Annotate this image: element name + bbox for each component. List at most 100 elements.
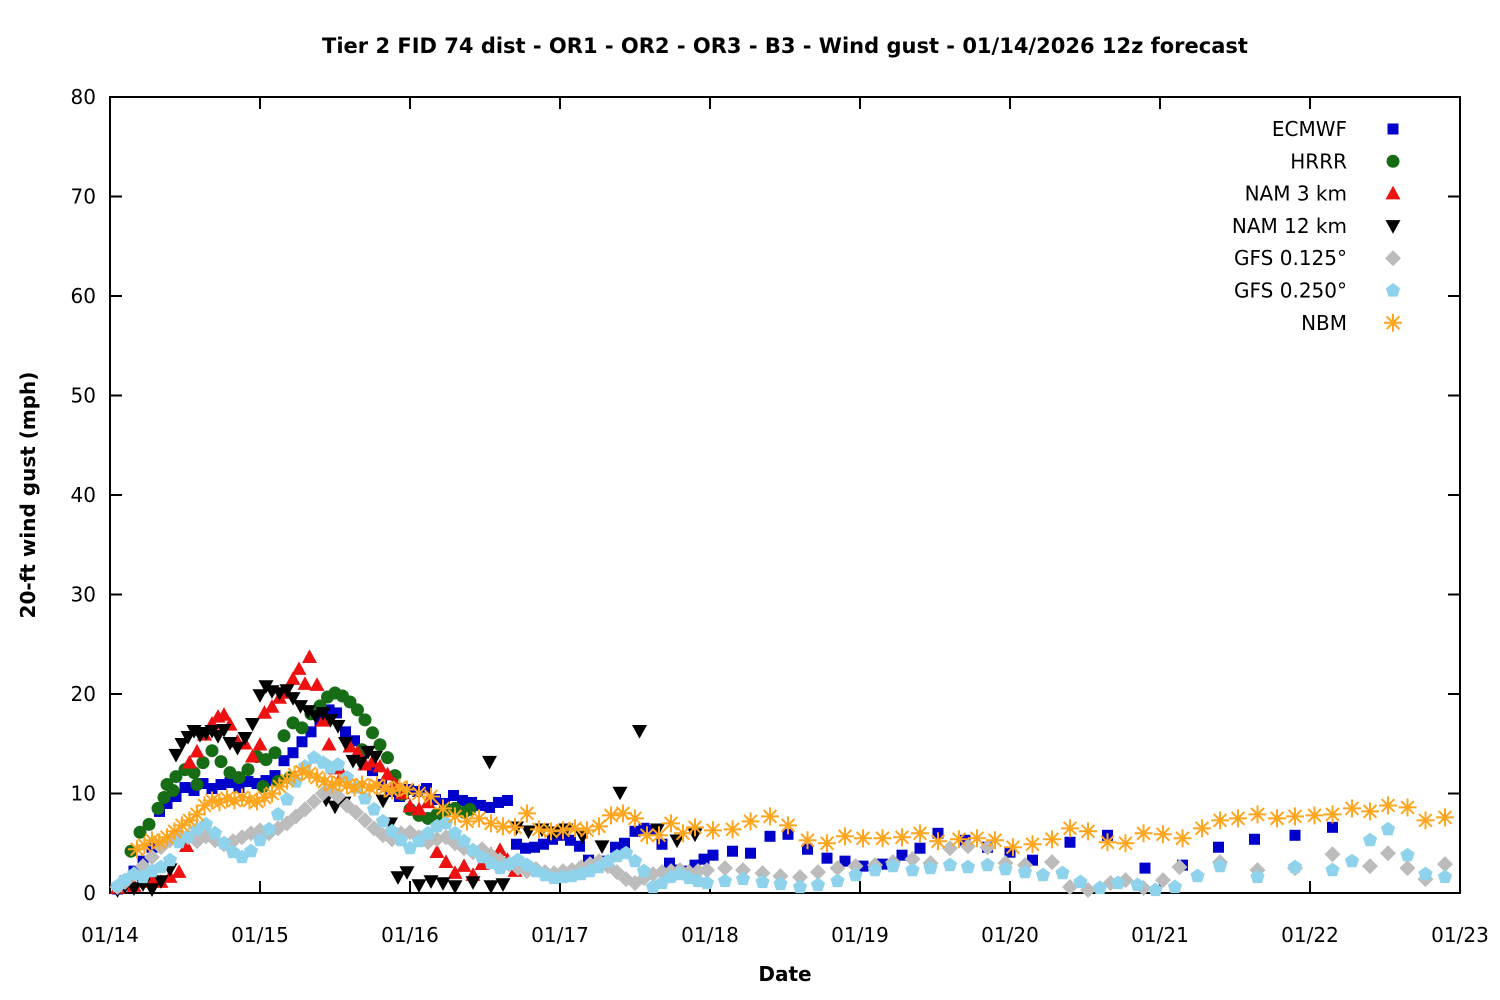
- x-axis-title: Date: [758, 962, 812, 986]
- legend-label: NAM 3 km: [1245, 182, 1347, 206]
- star-arm: [675, 826, 691, 841]
- legend-item-gfs-0-125: GFS 0.125°: [1234, 246, 1401, 270]
- point-nbm: [650, 826, 668, 845]
- star-arm: [1044, 832, 1060, 847]
- point-nam-12-km: [338, 736, 353, 751]
- star-arm: [332, 775, 347, 790]
- point-gfs-0-250: [438, 815, 454, 830]
- point-nam-3-km: [291, 661, 307, 675]
- point-nbm: [911, 824, 929, 843]
- point-nbm: [188, 805, 206, 824]
- point-ecmwf: [340, 726, 351, 738]
- point-gfs-0-250: [1400, 847, 1415, 862]
- point-nam-12-km: [495, 878, 511, 892]
- point-gfs-0-125: [1437, 856, 1453, 873]
- point-gfs-0-250: [830, 873, 845, 888]
- point-nbm: [458, 812, 476, 831]
- y-tick-label: 50: [71, 384, 96, 408]
- point-ecmwf: [475, 799, 486, 811]
- point-ecmwf: [839, 855, 851, 867]
- point-ecmwf: [206, 783, 218, 795]
- point-nbm: [554, 821, 572, 840]
- point-gfs-0-250: [885, 858, 901, 873]
- point-hrrr: [232, 771, 246, 785]
- point-nam-12-km: [186, 725, 202, 739]
- point-gfs-0-250: [923, 860, 938, 875]
- chart-title: Tier 2 FID 74 dist - OR1 - OR2 - OR3 - B…: [322, 34, 1248, 58]
- point-ecmwf: [331, 707, 342, 719]
- x-tick-label: 01/17: [531, 923, 589, 947]
- star-arm: [1385, 315, 1401, 330]
- point-nam-3-km: [380, 766, 395, 781]
- point-nam-12-km: [216, 724, 232, 738]
- y-tick-label: 70: [71, 185, 96, 209]
- star-arm: [1155, 827, 1171, 842]
- point-gfs-0-250: [279, 792, 295, 806]
- point-nam-3-km: [447, 865, 463, 879]
- point-nbm: [1361, 802, 1379, 821]
- point-nam-3-km: [189, 743, 205, 758]
- point-ecmwf: [727, 845, 738, 857]
- star-arm: [1307, 808, 1322, 823]
- point-gfs-0-125: [1399, 860, 1416, 877]
- point-gfs-0-250: [618, 845, 634, 860]
- point-nbm: [626, 809, 644, 828]
- point-nam-12-km: [594, 840, 610, 855]
- star-arm: [1175, 831, 1190, 846]
- star-arm: [1325, 807, 1340, 822]
- point-gfs-0-250: [216, 835, 232, 850]
- series-nbm: [128, 762, 1454, 859]
- point-nam-12-km: [293, 700, 308, 714]
- point-nam-12-km: [222, 736, 238, 751]
- point-gfs-0-125: [904, 851, 921, 868]
- point-nam-12-km: [390, 871, 406, 885]
- point-nam-12-km: [300, 705, 316, 719]
- point-gfs-0-125: [1324, 846, 1341, 863]
- point-nbm: [398, 780, 416, 799]
- point-gfs-0-250: [792, 879, 808, 894]
- point-nbm: [410, 784, 428, 803]
- point-ecmwf: [430, 793, 441, 805]
- point-nbm: [836, 827, 854, 846]
- y-axis-title: 20-ft wind gust (mph): [16, 371, 40, 619]
- point-nbm: [1268, 809, 1286, 828]
- point-nbm: [929, 832, 947, 851]
- point-nbm: [1286, 807, 1304, 826]
- point-ecmwf: [547, 833, 558, 845]
- point-hrrr: [169, 770, 183, 784]
- point-hrrr: [366, 726, 379, 740]
- point-nbm: [662, 814, 680, 833]
- star-arm: [705, 823, 721, 838]
- x-tick-label: 01/16: [381, 923, 439, 947]
- star-arm: [987, 833, 1003, 848]
- point-gfs-0-125: [330, 788, 346, 805]
- point-ecmwf: [1249, 833, 1260, 845]
- star-arm: [1136, 826, 1151, 841]
- point-nam-12-km: [252, 689, 268, 703]
- point-nbm: [233, 788, 251, 807]
- point-nam-3-km: [216, 707, 232, 721]
- point-nbm: [506, 818, 524, 837]
- legend-item-hrrr: HRRR: [1290, 149, 1400, 173]
- point-hrrr: [196, 756, 210, 770]
- point-ecmwf: [484, 801, 495, 813]
- point-gfs-0-125: [1155, 872, 1171, 889]
- point-ecmwf: [698, 853, 710, 865]
- point-ecmwf: [502, 794, 513, 806]
- point-nam-3-km: [285, 671, 301, 685]
- point-gfs-0-250: [420, 825, 436, 840]
- point-ecmwf: [565, 834, 576, 846]
- point-nbm: [686, 818, 704, 837]
- point-gfs-0-250: [261, 821, 277, 836]
- point-nam-12-km: [279, 684, 295, 698]
- star-arm: [894, 830, 910, 845]
- x-tick-label: 01/19: [831, 923, 889, 947]
- point-nam-12-km: [144, 883, 160, 897]
- point-ecmwf: [233, 782, 245, 794]
- point-hrrr: [133, 825, 147, 839]
- star-arm: [591, 819, 607, 834]
- point-nam-12-km: [353, 756, 368, 771]
- x-tick-label: 01/18: [681, 923, 739, 947]
- point-nbm: [1379, 796, 1397, 815]
- star-arm: [1269, 811, 1285, 826]
